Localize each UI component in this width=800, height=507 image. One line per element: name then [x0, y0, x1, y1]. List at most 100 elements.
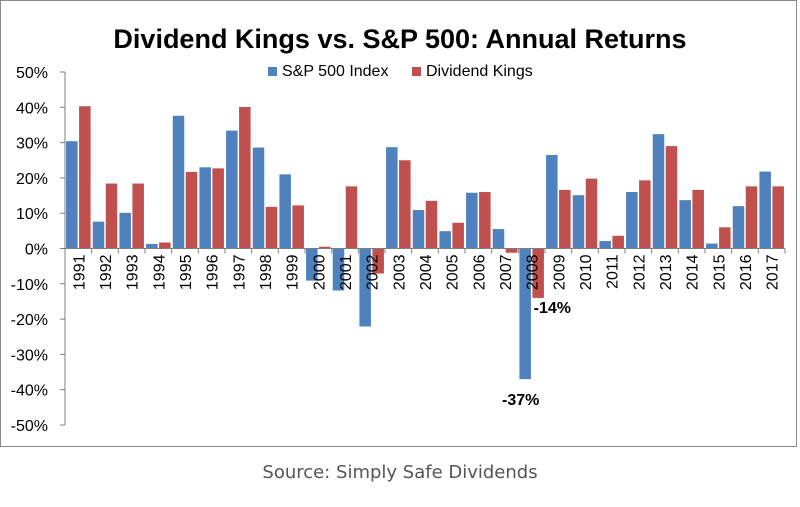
dividend-kings-bar-1993: [132, 183, 144, 249]
bar-chart: Dividend Kings vs. S&P 500: Annual Retur…: [11, 24, 786, 435]
y-tick-label: -40%: [11, 383, 48, 400]
sp500-bar-2010: [572, 195, 585, 249]
x-tick-label: 2005: [445, 254, 462, 290]
dividend-kings-bar-2004: [425, 200, 438, 249]
x-tick-label: 2002: [365, 254, 382, 290]
sp500-bar-2015: [706, 243, 718, 249]
y-tick-label: 0%: [25, 242, 48, 259]
annotation-sp500-2008: -37%: [502, 392, 539, 409]
sp500-bar-1992: [92, 221, 105, 249]
x-axis: 1991 1992 1993 1994 1995 1996 1997 1998 1999 2000…: [64, 248, 786, 290]
x-tick-label: 2007: [498, 254, 515, 290]
sp500-bar-2007: [492, 229, 505, 249]
sp500-bar-2014: [679, 200, 691, 249]
annotation-dividend-kings-2008: -14%: [534, 300, 571, 317]
legend: S&P 500 Index Dividend Kings: [268, 63, 533, 80]
x-tick-label: 1999: [285, 254, 302, 290]
sp500-bar-2002: [359, 248, 371, 327]
x-tick-label: 1993: [125, 254, 142, 290]
x-tick-label: 2014: [685, 254, 702, 290]
sp500-bar-2006: [466, 192, 478, 249]
sp500-bar-1998: [252, 147, 265, 249]
dividend-kings-bar-2000: [319, 246, 331, 249]
x-tick-label: 2012: [631, 254, 648, 290]
y-tick-label: 30%: [16, 136, 48, 153]
dividend-kings-bar-2016: [745, 186, 758, 249]
y-tick-label: 40%: [16, 100, 48, 117]
x-tick-label: 1996: [205, 254, 222, 290]
dividend-kings-bar-2002: [372, 248, 384, 274]
y-tick-label: 20%: [16, 171, 48, 188]
sp500-bar-2008: [519, 248, 531, 380]
dividend-kings-bar-2010: [585, 178, 598, 249]
dividend-kings-bar-2014: [692, 189, 704, 249]
x-tick-label: 2011: [605, 254, 622, 289]
sp500-bar-1997: [226, 130, 238, 249]
sp500-bar-2005: [439, 231, 451, 249]
dividend-kings-bar-2011: [612, 235, 624, 249]
x-tick-label: 2001: [338, 254, 355, 290]
sp500-bar-1993: [119, 212, 131, 249]
legend-label-dividend-kings: Dividend Kings: [426, 63, 533, 80]
legend-swatch-dividend-kings: [412, 67, 421, 76]
x-tick-label: 2013: [658, 254, 675, 290]
dividend-kings-bar-2012: [639, 180, 651, 249]
y-tick-label: 50%: [16, 65, 48, 82]
y-tick-label: -50%: [11, 418, 48, 435]
x-tick-label: 2006: [471, 254, 488, 290]
x-tick-label: 2017: [765, 254, 782, 290]
bars: [66, 106, 784, 380]
y-tick-label: -20%: [11, 312, 48, 329]
chart-title: Dividend Kings vs. S&P 500: Annual Retur…: [113, 24, 686, 54]
x-tick-label: 2003: [391, 254, 408, 290]
dividend-kings-bar-2005: [452, 222, 464, 249]
sp500-bar-2016: [732, 206, 745, 249]
dividend-kings-bar-1994: [159, 242, 171, 249]
dividend-kings-bar-1997: [239, 106, 251, 249]
x-tick-label: 1992: [98, 254, 115, 290]
sp500-bar-2017: [759, 171, 771, 249]
dividend-kings-bar-2003: [399, 160, 411, 249]
sp500-bar-2000: [306, 248, 318, 281]
x-tick-label: 2015: [711, 254, 728, 290]
x-tick-label: 1998: [258, 254, 275, 290]
annotations: -14% -37%: [502, 300, 571, 409]
x-tick-label: 2009: [551, 254, 568, 290]
dividend-kings-bar-1995: [185, 171, 198, 249]
legend-label-sp500: S&P 500 Index: [282, 63, 388, 80]
dividend-kings-bar-2008: [532, 248, 544, 298]
source-caption: Source: Simply Safe Dividends: [262, 462, 538, 483]
x-tick-label: 1995: [178, 254, 195, 290]
dividend-kings-bar-2015: [719, 227, 731, 249]
sp500-bar-2001: [332, 248, 345, 291]
dividend-kings-bar-2006: [479, 192, 491, 249]
dividend-kings-bar-1996: [212, 168, 224, 249]
y-tick-label: 10%: [16, 206, 48, 223]
x-tick-label: 2008: [525, 254, 542, 290]
legend-swatch-sp500: [268, 67, 277, 76]
y-tick-label: -30%: [11, 347, 48, 364]
sp500-bar-1995: [172, 115, 185, 249]
x-tick-label: 1997: [231, 254, 248, 290]
sp500-bar-2012: [626, 192, 638, 249]
sp500-bar-1994: [146, 243, 158, 249]
y-axis: 50% 40% 30% 20% 10% 0% -10% -20% -30% -40% -50%: [11, 65, 66, 435]
dividend-kings-bar-2007: [505, 248, 518, 253]
dividend-kings-bar-1999: [292, 205, 304, 249]
x-tick-label: 2010: [578, 254, 595, 290]
dividend-kings-bar-1992: [105, 183, 118, 249]
sp500-bar-1996: [199, 167, 211, 249]
dividend-kings-bar-2013: [665, 146, 678, 249]
sp500-bar-2003: [386, 147, 398, 249]
y-tick-label: -10%: [11, 277, 48, 294]
sp500-bar-2011: [599, 241, 611, 249]
sp500-bar-2004: [412, 210, 425, 249]
sp500-bar-2013: [652, 134, 665, 249]
dividend-kings-bar-2017: [772, 186, 784, 249]
x-tick-label: 2000: [311, 254, 328, 290]
dividend-kings-bar-1998: [265, 206, 278, 249]
sp500-bar-2009: [546, 154, 558, 249]
sp500-bar-1991: [66, 141, 78, 249]
dividend-kings-bar-1991: [79, 106, 91, 249]
dividend-kings-bar-2009: [559, 189, 571, 249]
